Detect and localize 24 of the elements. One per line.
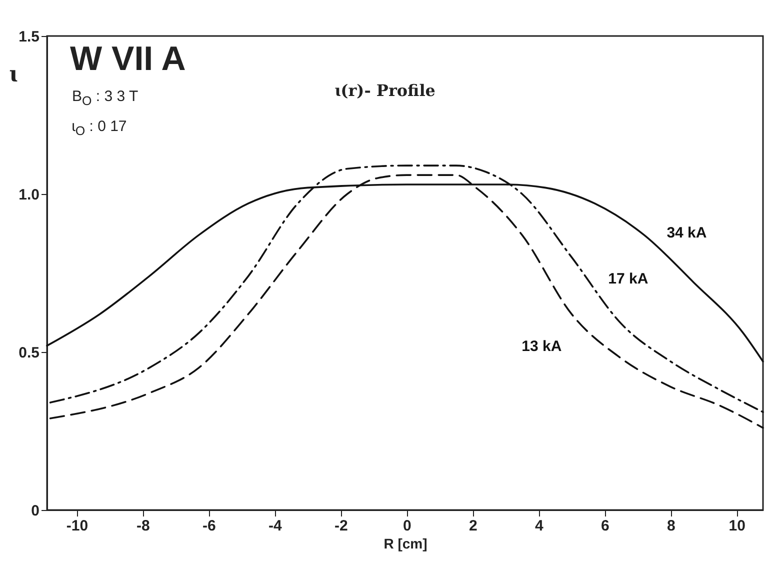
series-label: 17 kA: [608, 270, 648, 288]
text: ɩ(r)- Profile: [334, 81, 436, 100]
x-axis-title: R [cm]: [384, 536, 428, 552]
series-label: 34 kA: [666, 224, 707, 242]
x-tick-label: 6: [600, 518, 610, 534]
x-tick-label: -4: [268, 518, 282, 534]
annotation: B$_{O}$ : 3 3 T: [72, 88, 138, 108]
x-tick-label: -10: [66, 518, 88, 534]
x-tick-label: 10: [728, 518, 746, 534]
y-tick-label: 1.0: [18, 186, 40, 204]
y-tick-label: 0: [31, 502, 40, 520]
annotation: ɩ$_{O}$ : 0 17: [72, 118, 127, 138]
y-tick-label: 1.5: [18, 28, 40, 46]
x-tick-label: 8: [666, 518, 676, 534]
annotation: W VII A: [70, 40, 186, 79]
x-tick-label: 0: [402, 518, 412, 534]
series-label: 13 kA: [522, 338, 562, 356]
x-tick-label: -2: [334, 518, 348, 534]
y-tick-label: 0.5: [18, 344, 40, 362]
x-tick-label: 2: [468, 518, 478, 534]
x-tick-label: 4: [534, 518, 544, 534]
x-tick-label: -6: [202, 518, 216, 534]
y-axis-title: ɩ: [9, 62, 18, 88]
x-tick-label: -8: [136, 518, 150, 534]
